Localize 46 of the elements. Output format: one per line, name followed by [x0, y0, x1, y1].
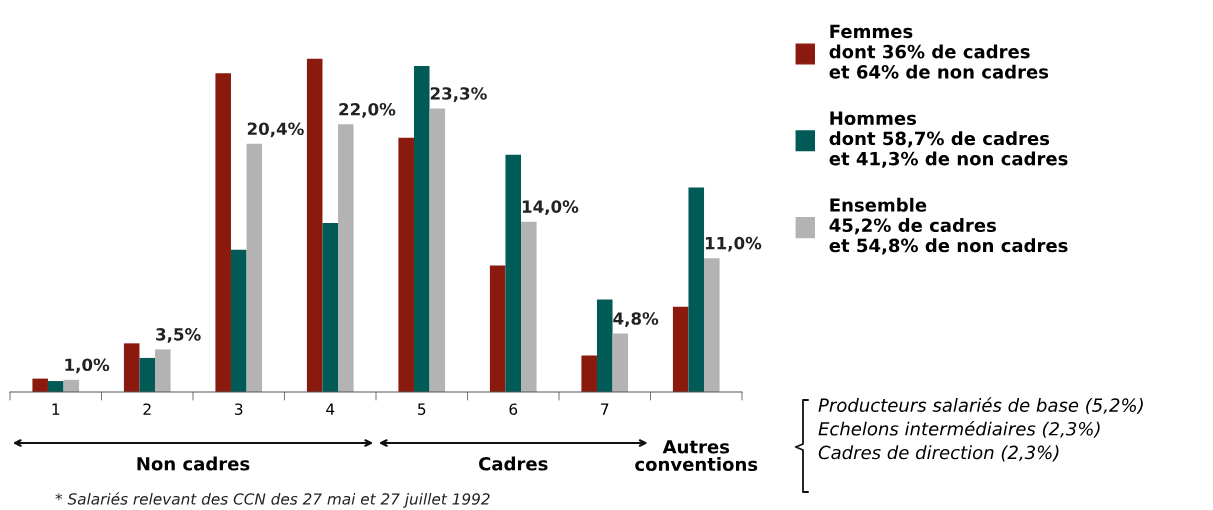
- bar: [139, 357, 156, 392]
- legend-label: Ensemble 45,2% de cadres et 54,8% de non cadres: [829, 197, 1068, 255]
- x-tick-label: 1: [52, 403, 60, 415]
- bar: [398, 137, 414, 392]
- bar: [230, 249, 247, 392]
- legend-label: Femmes dont 36% de cadres et 64% de non cadres: [829, 24, 1049, 79]
- bar: [47, 381, 64, 392]
- text: Non cadres: [137, 456, 250, 471]
- text: Autres conventions: [635, 440, 758, 472]
- bar: [215, 73, 231, 392]
- text: Producteurs salariés de base (5,2%) Echelons intermédiaires (2,3%) Cadres de direction (2,3%): [818, 397, 1143, 462]
- bar: [612, 333, 629, 392]
- bar: [32, 378, 48, 392]
- bar: [521, 221, 537, 392]
- bar: [246, 143, 263, 392]
- bar: [688, 187, 705, 392]
- data-label: 20,4%: [247, 122, 304, 138]
- bar: [413, 65, 430, 392]
- data-label: 14,0%: [522, 200, 579, 216]
- bar: [429, 108, 446, 392]
- data-label: 22,0%: [339, 102, 396, 118]
- bar: [322, 222, 339, 392]
- x-tick-label: 4: [326, 403, 335, 415]
- bar: [581, 355, 597, 392]
- data-label: 11,0%: [705, 236, 762, 252]
- bar: [338, 124, 354, 392]
- bar: [672, 306, 689, 392]
- bar: [123, 343, 140, 392]
- data-label: 4,8%: [613, 312, 659, 327]
- bar: [306, 58, 323, 392]
- x-tick-label: 7: [601, 403, 609, 415]
- text: * Salariés relevant des CCN des 27 mai et 27 juillet 1992: [55, 492, 490, 508]
- bar: [596, 299, 613, 392]
- bar: [489, 265, 506, 392]
- x-tick-label: 3: [235, 403, 243, 415]
- data-label: 23,3%: [430, 87, 487, 102]
- legend-label: Hommes dont 58,7% de cadres et 41,3% de non cadres: [829, 111, 1068, 168]
- bar: [505, 154, 522, 392]
- text: Cadres: [479, 456, 548, 471]
- x-tick-label: 2: [143, 403, 151, 415]
- bar: [704, 258, 720, 392]
- data-label: 3,5%: [156, 328, 201, 343]
- x-tick-label: 6: [509, 403, 518, 415]
- bar: [155, 349, 171, 392]
- x-tick-label: 5: [418, 403, 426, 415]
- data-label: 1,0%: [65, 358, 110, 374]
